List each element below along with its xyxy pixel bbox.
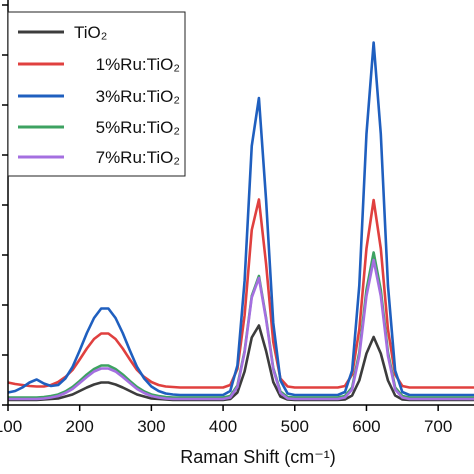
x-tick-label: 500 [281, 417, 309, 436]
x-tick-label: 400 [209, 417, 237, 436]
legend-label: 1%Ru:TiO₂ [96, 55, 180, 74]
series-line [7, 41, 474, 397]
series-line [8, 324, 474, 402]
legend-label: 3%Ru:TiO₂ [96, 87, 180, 106]
legend-label: 7%Ru:TiO₂ [96, 148, 180, 167]
legend: TiO₂ 1%Ru:TiO₂ 3%Ru:TiO₂ 5%Ru:TiO₂ 7%Ru:TiO₂ [7, 11, 186, 177]
x-tick-label: 200 [66, 417, 94, 436]
x-tick-label: 700 [424, 417, 452, 436]
x-tick-label: 300 [137, 417, 165, 436]
legend-box [7, 11, 186, 177]
legend-label: TiO₂ [74, 23, 107, 42]
legend-label: 5%Ru:TiO₂ [96, 118, 180, 137]
plot-area [7, 41, 474, 402]
x-axis-title: Raman Shift (cm⁻¹) [180, 447, 336, 467]
x-tick-label: 600 [352, 417, 380, 436]
x-tick-label: 100 [0, 417, 22, 436]
series-line [8, 258, 474, 401]
